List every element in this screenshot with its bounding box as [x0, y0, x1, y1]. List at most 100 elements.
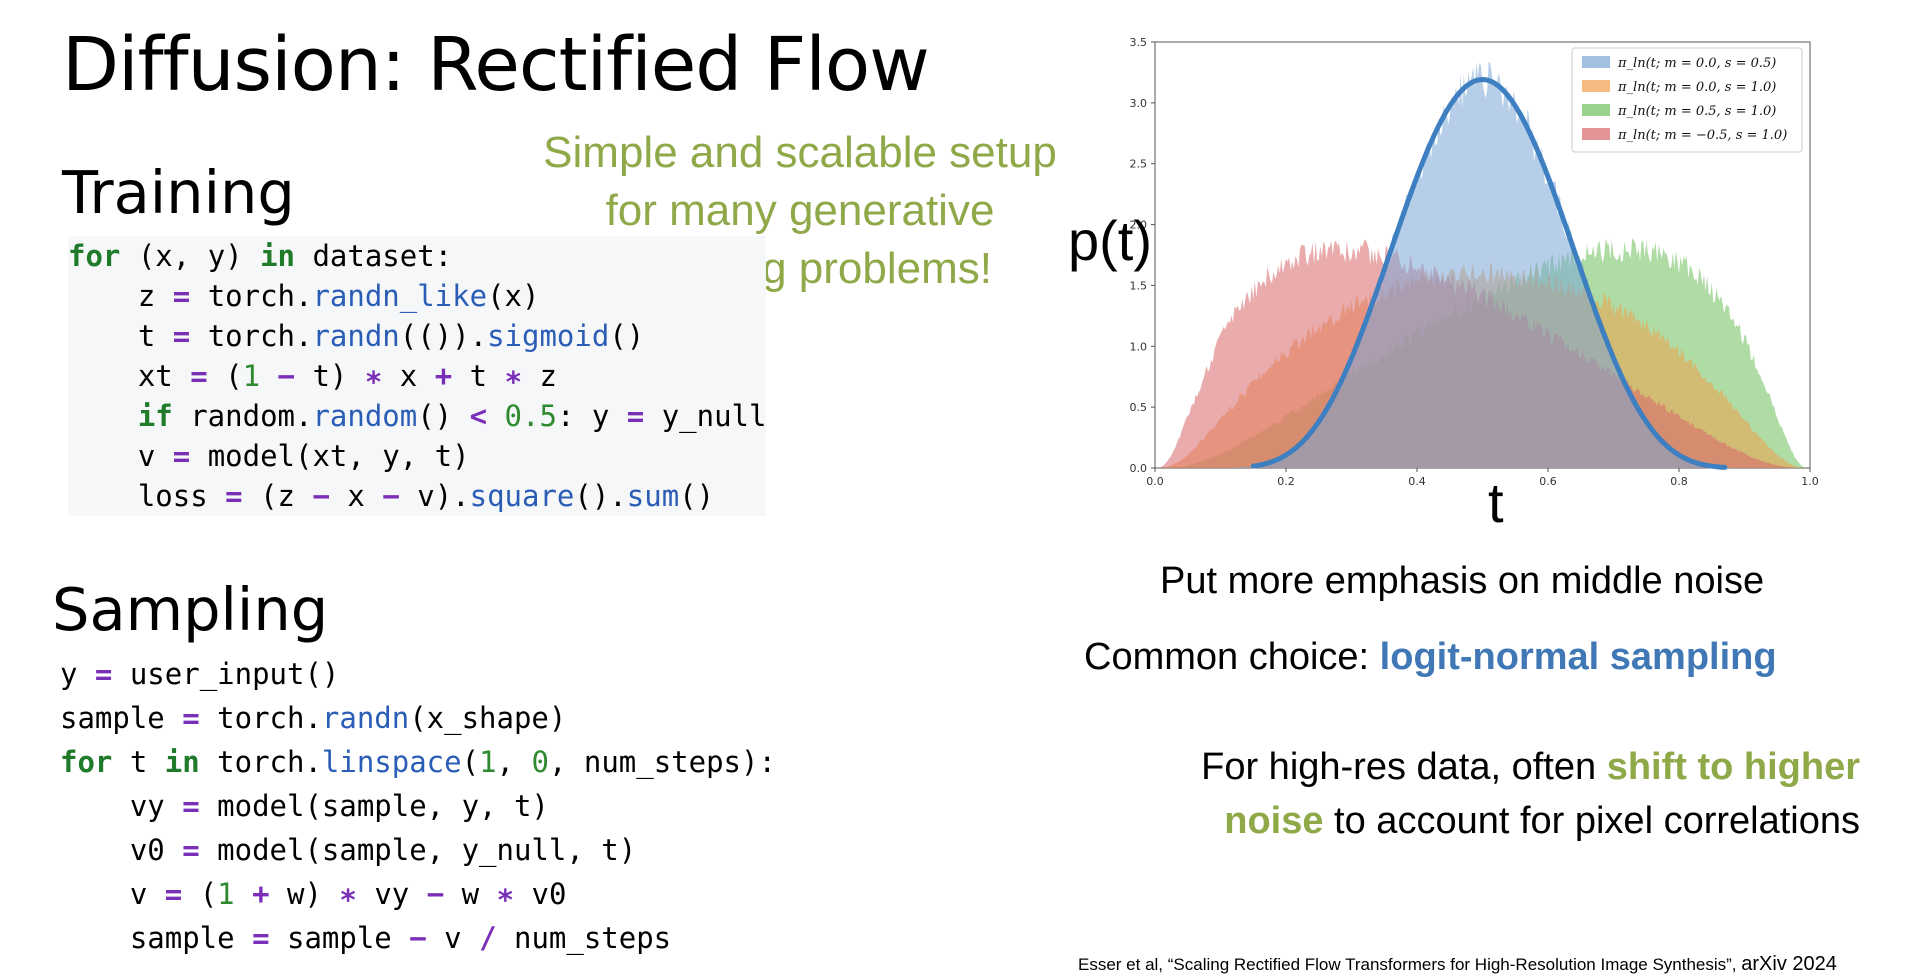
- code-token: randn: [312, 319, 400, 353]
- note-emphasis: Put more emphasis on middle noise: [1160, 560, 1765, 602]
- series-outline: [1250, 76, 1728, 470]
- code-token: ∗: [339, 877, 357, 911]
- x-tick-label: 0.6: [1539, 475, 1557, 488]
- y-tick-label: 3.5: [1130, 36, 1148, 49]
- code-token: v0: [514, 877, 567, 911]
- citation-venue: arXiv 2024: [1741, 953, 1837, 975]
- callout-line: Simple and scalable setup: [543, 128, 1057, 177]
- code-line: for t in torch.linspace(1, 0, num_steps)…: [60, 740, 776, 784]
- code-token: ,: [496, 745, 532, 779]
- chart-y-label: p(t): [1068, 209, 1152, 272]
- code-token: y: [60, 657, 95, 691]
- code-token: −: [426, 877, 445, 911]
- note-choice-prefix: Common choice:: [1084, 636, 1380, 678]
- note-highres-highlight-2: noise: [1224, 800, 1324, 842]
- code-token: =: [94, 657, 113, 691]
- x-tick-label: 1.0: [1801, 475, 1819, 488]
- code-token: z: [68, 279, 173, 313]
- code-token: 0.5: [504, 399, 557, 433]
- note-choice-highlight: logit-normal sampling: [1379, 636, 1777, 678]
- code-token: user_input(): [112, 657, 340, 691]
- logit-normal-chart: 0.0 0.2 0.4 0.6 0.8 1.0 0.0 0.5 1.0 1.5 2.0 2.5 3.0 3…: [1060, 28, 1840, 538]
- code-token: sigmoid: [487, 319, 610, 353]
- code-token: [235, 877, 252, 911]
- code-token: vy: [356, 877, 427, 911]
- code-line: vy = model(sample, y, t): [60, 784, 776, 828]
- legend-box: [1571, 47, 1803, 153]
- code-token: /: [479, 921, 497, 955]
- legend-label: π_ln(t; m = −0.5, s = 1.0): [1617, 128, 1787, 143]
- training-code-block: for (x, y) in dataset: z = torch.randn_l…: [68, 236, 767, 516]
- code-token: −: [312, 479, 330, 513]
- code-token: =: [190, 359, 208, 393]
- code-token: t): [295, 359, 365, 393]
- code-token: =: [172, 319, 191, 353]
- note-highres-prefix: For high-res data, often: [1201, 746, 1607, 788]
- code-token: −: [409, 921, 427, 955]
- code-token: torch.: [190, 319, 313, 353]
- code-line: sample = torch.randn(x_shape): [60, 696, 776, 740]
- code-line: y = user_input(): [60, 652, 776, 696]
- code-token: for: [68, 239, 121, 273]
- code-token: [260, 359, 277, 393]
- code-token: z: [522, 359, 557, 393]
- y-tick-label: 0.5: [1130, 401, 1148, 414]
- code-line: v0 = model(sample, y_null, t): [60, 828, 776, 872]
- code-token: model(xt, y, t): [190, 439, 470, 473]
- code-token: v: [68, 439, 173, 473]
- code-token: randn_like: [312, 279, 488, 313]
- code-token: ∗: [504, 359, 523, 393]
- x-tick-label: 0.2: [1277, 475, 1295, 488]
- code-token: 1: [479, 745, 497, 779]
- code-token: y_null: [644, 399, 767, 433]
- y-tick-label: 1.5: [1130, 279, 1148, 292]
- note-highres-suffix: to account for pixel correlations: [1323, 800, 1860, 842]
- code-token: linspace: [321, 745, 462, 779]
- y-tick-label: 2.0: [1130, 219, 1148, 232]
- y-tick-label: 1.0: [1130, 340, 1148, 353]
- code-token: for: [60, 745, 113, 779]
- code-line: sample = sample − v / num_steps: [60, 916, 776, 960]
- code-token: v).: [399, 479, 470, 513]
- code-token: t: [452, 359, 505, 393]
- code-token: =: [172, 279, 191, 313]
- note-highres-highlight-1: shift to higher: [1606, 746, 1860, 788]
- series-area: [1155, 61, 1810, 468]
- code-token: torch.: [199, 701, 322, 735]
- code-token: 0: [531, 745, 549, 779]
- legend-swatch: [1582, 80, 1610, 92]
- code-token: −: [382, 479, 400, 513]
- code-token: : y: [556, 399, 627, 433]
- legend-label: π_ln(t; m = 0.5, s = 1.0): [1617, 104, 1776, 119]
- code-token: torch.: [199, 745, 322, 779]
- sampling-heading: Sampling: [52, 575, 329, 644]
- code-token: +: [252, 877, 270, 911]
- code-line: t = torch.randn(()).sigmoid(): [68, 316, 766, 356]
- code-token: =: [182, 833, 200, 867]
- note-common-choice: Common choice: logit-normal sampling: [1084, 636, 1777, 679]
- code-token: model(sample, y, t): [199, 789, 549, 823]
- code-token: t: [68, 319, 173, 353]
- code-token: =: [182, 789, 200, 823]
- code-line: z = torch.randn_like(x): [68, 276, 766, 316]
- code-token: t: [112, 745, 165, 779]
- y-tick-label: 3.0: [1130, 97, 1148, 110]
- code-token: ∗: [364, 359, 383, 393]
- code-token: num_steps: [496, 921, 672, 955]
- code-token: (x_shape): [409, 701, 567, 735]
- code-token: =: [182, 701, 200, 735]
- code-token: [487, 399, 504, 433]
- citation: Esser et al, “Scaling Rectified Flow Tra…: [1078, 953, 1837, 976]
- y-tick-label: 0.0: [1130, 462, 1148, 475]
- code-token: (: [461, 745, 480, 779]
- code-line: v = model(xt, y, t): [68, 436, 766, 476]
- citation-authors: Esser et al,: [1078, 955, 1168, 974]
- code-token: 1: [242, 359, 261, 393]
- code-token: (x, y): [120, 239, 261, 273]
- code-token: loss: [68, 479, 226, 513]
- code-token: =: [164, 877, 183, 911]
- code-token: (x): [487, 279, 540, 313]
- code-token: sample: [60, 921, 253, 955]
- code-line: v = (1 + w) ∗ vy − w ∗ v0: [60, 872, 776, 916]
- slide-title: Diffusion: Rectified Flow: [62, 22, 930, 108]
